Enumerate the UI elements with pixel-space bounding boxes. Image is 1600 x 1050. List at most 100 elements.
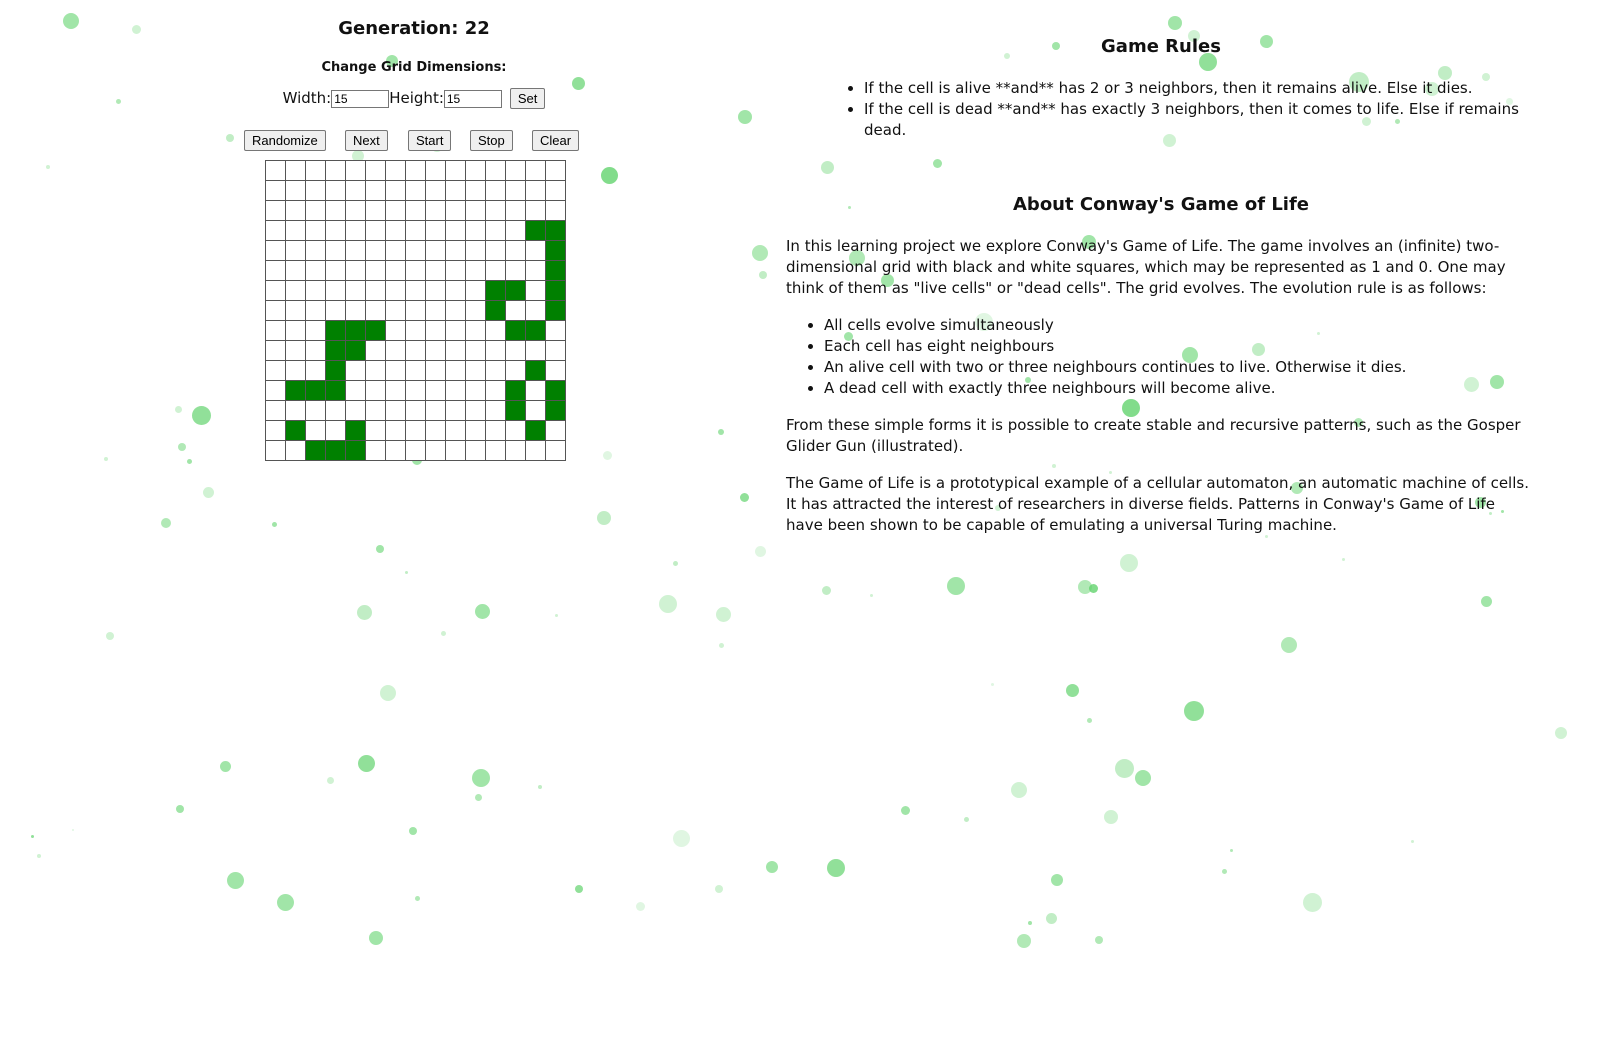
grid-cell-dead[interactable] [365, 380, 386, 401]
grid-cell-dead[interactable] [465, 220, 486, 241]
grid-cell-dead[interactable] [505, 180, 526, 201]
grid-cell-dead[interactable] [265, 200, 286, 221]
grid-cell-dead[interactable] [265, 160, 286, 181]
grid-cell-dead[interactable] [285, 400, 306, 421]
grid-cell-dead[interactable] [425, 360, 446, 381]
grid-cell-dead[interactable] [425, 240, 446, 261]
grid-cell-dead[interactable] [465, 360, 486, 381]
grid-cell-dead[interactable] [485, 360, 506, 381]
grid-cell-dead[interactable] [345, 360, 366, 381]
grid-cell-dead[interactable] [525, 260, 546, 281]
grid-cell-dead[interactable] [265, 280, 286, 301]
grid-cell-dead[interactable] [365, 360, 386, 381]
grid-cell-dead[interactable] [425, 340, 446, 361]
grid-cell-dead[interactable] [325, 420, 346, 441]
grid-cell-dead[interactable] [445, 440, 466, 461]
grid-cell-dead[interactable] [305, 240, 326, 261]
grid-cell-dead[interactable] [365, 280, 386, 301]
grid-cell-dead[interactable] [385, 280, 406, 301]
grid-cell-dead[interactable] [405, 380, 426, 401]
grid-cell-alive[interactable] [505, 320, 526, 341]
grid-cell-dead[interactable] [545, 440, 566, 461]
grid-cell-dead[interactable] [345, 220, 366, 241]
grid-cell-dead[interactable] [305, 160, 326, 181]
grid-cell-dead[interactable] [505, 440, 526, 461]
grid-cell-dead[interactable] [525, 240, 546, 261]
grid-cell-dead[interactable] [325, 160, 346, 181]
grid-cell-dead[interactable] [385, 320, 406, 341]
grid-cell-dead[interactable] [425, 260, 446, 281]
grid-cell-dead[interactable] [405, 280, 426, 301]
grid-cell-dead[interactable] [425, 220, 446, 241]
grid-cell-dead[interactable] [325, 240, 346, 261]
grid-cell-dead[interactable] [385, 400, 406, 421]
grid-cell-dead[interactable] [345, 300, 366, 321]
grid-cell-dead[interactable] [465, 280, 486, 301]
grid-cell-dead[interactable] [505, 220, 526, 241]
grid-cell-alive[interactable] [525, 360, 546, 381]
width-input[interactable] [331, 89, 390, 108]
grid-cell-dead[interactable] [465, 420, 486, 441]
grid-cell-dead[interactable] [265, 400, 286, 421]
grid-cell-dead[interactable] [485, 340, 506, 361]
grid-cell-dead[interactable] [285, 340, 306, 361]
grid-cell-dead[interactable] [325, 400, 346, 421]
grid-cell-dead[interactable] [265, 220, 286, 241]
grid-cell-dead[interactable] [445, 200, 466, 221]
grid-cell-alive[interactable] [345, 340, 366, 361]
grid-cell-dead[interactable] [345, 200, 366, 221]
grid-cell-dead[interactable] [485, 380, 506, 401]
start-button[interactable]: Start [408, 130, 452, 151]
grid-cell-dead[interactable] [385, 180, 406, 201]
grid-cell-alive[interactable] [545, 380, 566, 401]
grid-cell-dead[interactable] [285, 160, 306, 181]
grid-cell-dead[interactable] [445, 160, 466, 181]
grid-cell-alive[interactable] [525, 220, 546, 241]
grid-cell-dead[interactable] [465, 180, 486, 201]
grid-cell-alive[interactable] [365, 320, 386, 341]
grid-cell-dead[interactable] [445, 220, 466, 241]
grid-cell-dead[interactable] [265, 440, 286, 461]
grid-cell-dead[interactable] [425, 400, 446, 421]
grid-cell-dead[interactable] [465, 440, 486, 461]
grid-cell-dead[interactable] [505, 420, 526, 441]
grid-cell-dead[interactable] [405, 360, 426, 381]
clear-button[interactable]: Clear [532, 130, 580, 151]
grid-cell-dead[interactable] [545, 360, 566, 381]
height-input[interactable] [443, 89, 502, 108]
grid-cell-dead[interactable] [465, 260, 486, 281]
grid-cell-dead[interactable] [365, 200, 386, 221]
grid-cell-dead[interactable] [325, 220, 346, 241]
grid-cell-dead[interactable] [385, 440, 406, 461]
grid-cell-dead[interactable] [525, 280, 546, 301]
grid-cell-dead[interactable] [405, 440, 426, 461]
grid-cell-dead[interactable] [485, 320, 506, 341]
grid-cell-dead[interactable] [365, 160, 386, 181]
grid-cell-dead[interactable] [505, 160, 526, 181]
grid-cell-dead[interactable] [445, 260, 466, 281]
grid-cell-dead[interactable] [365, 420, 386, 441]
grid-cell-dead[interactable] [305, 340, 326, 361]
grid-cell-dead[interactable] [325, 200, 346, 221]
grid-cell-dead[interactable] [365, 180, 386, 201]
grid-cell-alive[interactable] [505, 400, 526, 421]
grid-cell-dead[interactable] [285, 440, 306, 461]
grid-cell-alive[interactable] [545, 280, 566, 301]
grid-cell-dead[interactable] [405, 260, 426, 281]
grid-cell-dead[interactable] [325, 180, 346, 201]
grid-cell-dead[interactable] [265, 340, 286, 361]
grid-cell-dead[interactable] [425, 200, 446, 221]
grid-cell-dead[interactable] [365, 240, 386, 261]
grid-cell-dead[interactable] [305, 400, 326, 421]
grid-cell-dead[interactable] [445, 360, 466, 381]
grid-cell-dead[interactable] [365, 300, 386, 321]
grid-cell-dead[interactable] [265, 360, 286, 381]
grid-cell-dead[interactable] [265, 380, 286, 401]
grid-cell-alive[interactable] [345, 320, 366, 341]
grid-cell-dead[interactable] [325, 280, 346, 301]
grid-cell-dead[interactable] [525, 440, 546, 461]
grid-cell-dead[interactable] [425, 420, 446, 441]
grid-cell-dead[interactable] [265, 320, 286, 341]
grid-cell-dead[interactable] [305, 200, 326, 221]
grid-cell-dead[interactable] [525, 300, 546, 321]
